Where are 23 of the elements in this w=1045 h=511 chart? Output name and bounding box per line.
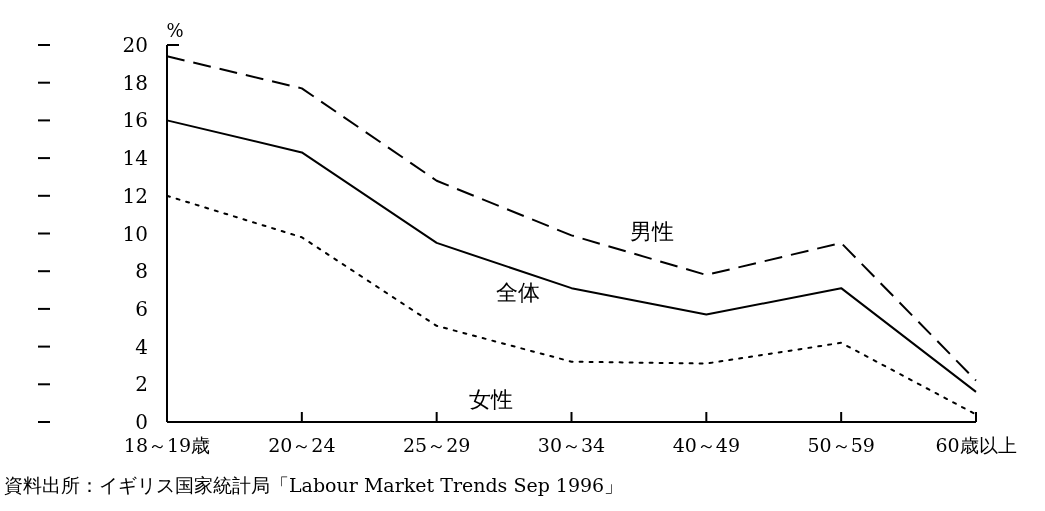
text: 資料出所：イギリス国家統計局「Labour Market Trends Sep 1996」 bbox=[4, 474, 624, 496]
y-tick-label: 14 bbox=[122, 146, 148, 171]
y-tick-label: 0 bbox=[135, 410, 148, 434]
x-tick-label: 18～19歳 bbox=[123, 434, 211, 456]
series-label: 男性 bbox=[630, 219, 675, 245]
y-tick-label: 16 bbox=[122, 108, 148, 133]
y-tick-label: 12 bbox=[122, 183, 148, 208]
x-tick-label: 60歳以上 bbox=[935, 434, 1017, 456]
y-tick-label: 8 bbox=[135, 259, 148, 284]
y-tick-label: 20 bbox=[122, 33, 148, 57]
y-tick-label: 2 bbox=[135, 372, 148, 397]
x-tick-label: 40～49 bbox=[672, 434, 741, 456]
x-tick-label: 25～29 bbox=[402, 434, 471, 456]
y-tick-label: 18 bbox=[122, 70, 148, 95]
x-tick-label: 50～59 bbox=[807, 434, 875, 456]
series-label: 女性 bbox=[468, 386, 513, 412]
y-tick-label: 10 bbox=[122, 221, 148, 246]
y-tick-label: 4 bbox=[135, 334, 148, 359]
y-axis-title: % bbox=[166, 20, 184, 41]
x-tick-label: 20～24 bbox=[268, 434, 336, 456]
y-tick-label: 6 bbox=[135, 296, 148, 321]
x-tick-label: 30～34 bbox=[537, 434, 606, 456]
series-label: 全体 bbox=[495, 280, 540, 306]
